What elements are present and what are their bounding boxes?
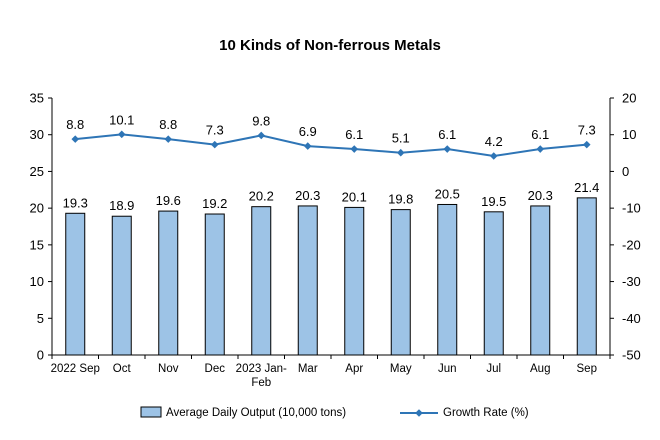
right-tick-label: -10 (622, 201, 641, 216)
left-tick-label: 35 (30, 91, 44, 106)
growth-data-label: 7.3 (206, 123, 224, 138)
bar (111, 215, 132, 356)
legend: Average Daily Output (10,000 tons) Growth… (140, 406, 529, 419)
bar-data-label: 19.8 (388, 192, 413, 207)
bar (390, 209, 411, 356)
right-tick-label: 10 (622, 127, 636, 142)
left-tick-label: 0 (37, 348, 44, 363)
bar (344, 206, 365, 356)
bar-data-label: 19.3 (63, 195, 88, 210)
x-tick-label: 2023 Jan- (236, 363, 287, 375)
right-tick-label: 20 (622, 91, 636, 106)
growth-point (396, 148, 405, 157)
bar (530, 205, 551, 356)
growth-data-label: 10.1 (109, 112, 134, 127)
chart-title: 10 Kinds of Non-ferrous Metals (219, 37, 441, 54)
left-tick-label: 15 (30, 237, 44, 252)
bar-data-label: 20.3 (295, 188, 320, 203)
growth-point (489, 152, 498, 160)
growth-data-label: 4.2 (485, 134, 503, 149)
left-tick-label: 25 (30, 164, 44, 179)
x-tick-label-cont: Feb (251, 377, 271, 389)
growth-data-label: 8.8 (159, 117, 177, 132)
right-tick-label: -50 (622, 348, 641, 363)
bar-data-label: 18.9 (109, 198, 134, 213)
right-tick-label: -20 (622, 237, 641, 252)
bar (437, 203, 458, 356)
bar-data-label: 19.6 (156, 193, 181, 208)
bar (251, 206, 272, 356)
bar-data-label: 21.4 (574, 180, 599, 195)
growth-point (582, 140, 591, 149)
growth-point (257, 131, 266, 140)
growth-data-label: 8.8 (66, 117, 84, 132)
x-tick-label: Apr (345, 363, 363, 375)
bar (483, 211, 504, 356)
bar (297, 205, 318, 356)
left-tick-label: 10 (30, 274, 44, 289)
growth-data-label: 6.1 (438, 127, 456, 142)
legend-line-label: Growth Rate (%) (443, 407, 529, 419)
growth-point (303, 142, 312, 150)
bar-data-label: 20.5 (435, 186, 460, 201)
x-tick-label: Nov (158, 363, 179, 375)
x-tick-label: Oct (113, 363, 132, 375)
left-tick-label: 5 (37, 311, 44, 326)
growth-data-label: 5.1 (392, 131, 410, 146)
left-tick-label: 30 (30, 127, 44, 142)
right-tick-label: -40 (622, 311, 641, 326)
bar-data-label: 19.5 (481, 194, 506, 209)
legend-bar-swatch (140, 406, 162, 418)
growth-point (71, 135, 80, 143)
bar (158, 210, 179, 356)
growth-data-label: 6.1 (531, 127, 549, 142)
growth-point (210, 140, 219, 149)
bar-data-label: 19.2 (202, 196, 227, 211)
growth-data-label: 6.9 (299, 124, 317, 139)
growth-point (350, 145, 359, 153)
x-tick-label: May (390, 363, 412, 375)
left-tick-label: 20 (30, 201, 44, 216)
right-tick-label: -30 (622, 274, 641, 289)
growth-point (536, 145, 545, 153)
growth-point (443, 145, 452, 153)
x-tick-label: Jun (438, 363, 457, 375)
x-tick-label: Dec (205, 363, 226, 375)
legend-bar-label: Average Daily Output (10,000 tons) (166, 407, 346, 419)
growth-point (164, 135, 173, 143)
growth-point (117, 130, 126, 139)
right-tick-label: 0 (622, 164, 629, 179)
legend-line-marker (415, 409, 423, 417)
x-tick-label: Aug (530, 363, 550, 375)
growth-data-label: 6.1 (345, 127, 363, 142)
bar-data-label: 20.1 (342, 189, 367, 204)
bar (204, 213, 225, 356)
x-tick-label: Jul (486, 363, 501, 375)
x-tick-label: Sep (577, 363, 597, 375)
bar (65, 212, 86, 356)
plot-area: 0 5 10 15 20 25 30 35 -50 -40 -30 -20 -10 0 10 20 2022 S… (30, 91, 641, 390)
growth-data-label: 9.8 (252, 113, 270, 128)
bar (576, 197, 597, 356)
x-tick-label: 2022 Sep (51, 363, 100, 375)
bar-data-label: 20.3 (528, 188, 553, 203)
bar-data-label: 20.2 (249, 189, 274, 204)
growth-data-label: 7.3 (578, 123, 596, 138)
growth-line (75, 133, 587, 158)
x-tick-label: Mar (298, 363, 318, 375)
